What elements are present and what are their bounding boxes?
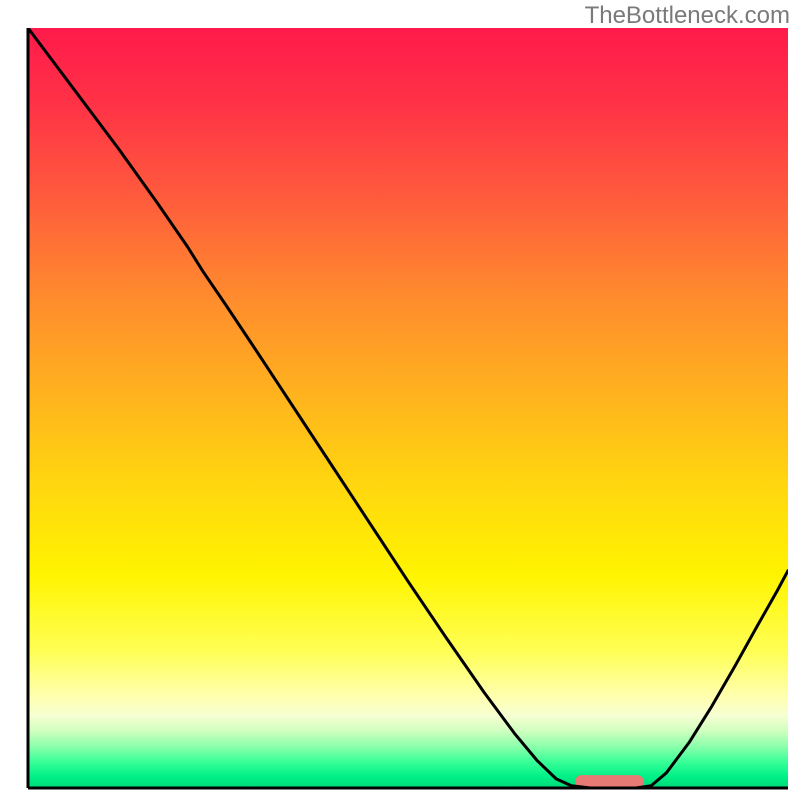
- gradient-background: [28, 28, 788, 788]
- chart-svg: [0, 0, 800, 800]
- bottleneck-chart: TheBottleneck.com: [0, 0, 800, 800]
- watermark-text: TheBottleneck.com: [585, 2, 790, 30]
